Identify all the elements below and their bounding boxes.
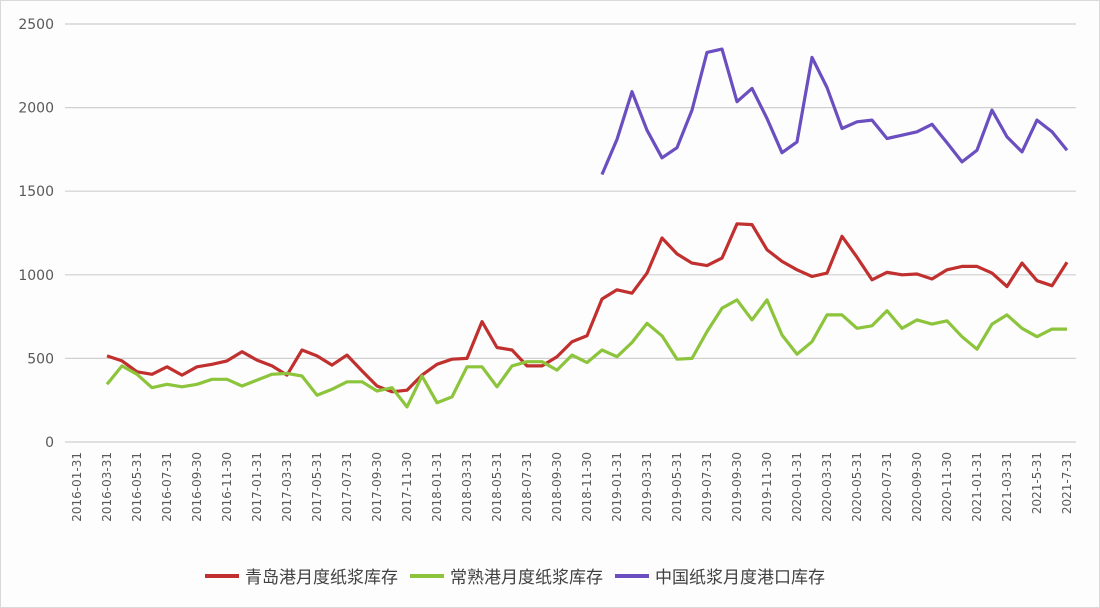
- x-tick-label: 2020-07-31: [880, 452, 894, 522]
- legend-item-china-port[interactable]: 中国纸浆月度港口库存: [615, 563, 825, 588]
- series-line-0[interactable]: [106, 222, 1069, 394]
- legend-label: 常熟港月度纸浆库存: [450, 568, 603, 588]
- legend-label: 中国纸浆月度港口库存: [655, 568, 825, 588]
- x-tick-label: 2019-07-31: [700, 452, 714, 522]
- x-tick-label: 2018-03-31: [460, 452, 474, 522]
- legend-swatch-red: [205, 573, 239, 578]
- x-tick-label: 2020-01-31: [790, 452, 804, 522]
- x-tick-label: 2017-09-30: [370, 452, 384, 522]
- x-tick-label: 2016-11-30: [220, 452, 234, 522]
- y-tick-label: 0: [45, 435, 54, 451]
- y-tick-label: 1000: [18, 268, 54, 284]
- x-tick-label: 2018-05-31: [490, 452, 504, 522]
- series-line-2[interactable]: [600, 47, 1069, 176]
- x-tick-label: 2018-01-31: [430, 452, 444, 522]
- x-tick-label: 2016-03-31: [100, 452, 114, 522]
- x-tick-label: 2019-11-30: [760, 452, 774, 522]
- x-tick-label: 2019-09-30: [730, 452, 744, 522]
- x-tick-label: 2021-7-31: [1060, 452, 1074, 514]
- chart-legend: 青岛港月度纸浆库存 常熟港月度纸浆库存 中国纸浆月度港口库存: [205, 563, 825, 588]
- x-tick-label: 2019-01-31: [610, 452, 624, 522]
- x-tick-label: 2018-09-30: [550, 452, 564, 522]
- legend-item-qingdao[interactable]: 青岛港月度纸浆库存: [205, 563, 398, 588]
- x-tick-label: 2019-05-31: [670, 452, 684, 522]
- x-tick-label: 2018-07-31: [520, 452, 534, 522]
- x-tick-label: 2017-05-31: [310, 452, 324, 522]
- x-tick-label: 2016-05-31: [130, 452, 144, 522]
- legend-swatch-purple: [615, 573, 649, 578]
- x-tick-label: 2021-03-31: [1000, 452, 1014, 522]
- x-tick-label: 2016-07-31: [160, 452, 174, 522]
- x-tick-label: 2020-03-31: [820, 452, 834, 522]
- x-tick-label: 2020-11-30: [940, 452, 954, 522]
- x-tick-label: 2017-03-31: [280, 452, 294, 522]
- y-tick-label: 2500: [18, 17, 54, 33]
- x-tick-label: 2019-03-31: [640, 452, 654, 522]
- y-tick-label: 1500: [18, 184, 54, 200]
- x-tick-label: 2016-01-31: [70, 452, 84, 522]
- x-tick-label: 2021-01-31: [970, 452, 984, 522]
- x-tick-label: 2020-09-30: [910, 452, 924, 522]
- legend-item-changshu[interactable]: 常熟港月度纸浆库存: [410, 563, 603, 588]
- y-tick-label: 500: [27, 351, 54, 367]
- x-tick-label: 2021-5-31: [1030, 452, 1044, 514]
- y-tick-label: 2000: [18, 101, 54, 117]
- legend-swatch-green: [410, 573, 444, 578]
- series-line-1[interactable]: [105, 298, 1067, 409]
- x-tick-label: 2018-11-30: [580, 452, 594, 522]
- x-tick-label: 2017-11-30: [400, 452, 414, 522]
- x-tick-label: 2017-01-31: [250, 452, 264, 522]
- x-tick-label: 2020-05-31: [850, 452, 864, 522]
- x-tick-label: 2017-07-31: [340, 452, 354, 522]
- x-tick-label: 2016-09-30: [190, 452, 204, 522]
- legend-label: 青岛港月度纸浆库存: [245, 568, 398, 588]
